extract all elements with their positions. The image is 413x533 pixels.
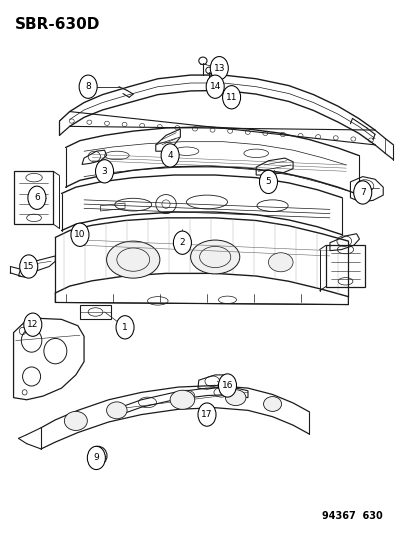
Ellipse shape [106, 241, 159, 278]
Circle shape [95, 160, 113, 183]
Circle shape [218, 374, 236, 397]
Text: 10: 10 [74, 230, 85, 239]
Circle shape [87, 446, 105, 470]
Circle shape [116, 316, 134, 339]
Text: SBR-630D: SBR-630D [14, 17, 100, 32]
Text: 1: 1 [122, 323, 128, 332]
Ellipse shape [268, 253, 292, 272]
Text: 12: 12 [27, 320, 38, 329]
Circle shape [71, 223, 89, 246]
Circle shape [259, 170, 277, 193]
Circle shape [353, 181, 371, 204]
Circle shape [28, 186, 46, 209]
Text: 4: 4 [167, 151, 173, 160]
Circle shape [222, 86, 240, 109]
Text: 6: 6 [34, 193, 40, 202]
Text: 3: 3 [102, 167, 107, 176]
Ellipse shape [225, 390, 245, 406]
Text: 2: 2 [179, 238, 185, 247]
Circle shape [206, 75, 224, 98]
Ellipse shape [106, 402, 127, 419]
Text: 8: 8 [85, 82, 91, 91]
Ellipse shape [263, 397, 281, 411]
Circle shape [197, 403, 216, 426]
Circle shape [161, 144, 179, 167]
Text: 15: 15 [23, 262, 34, 271]
Text: 94367  630: 94367 630 [321, 511, 382, 521]
Ellipse shape [170, 390, 194, 409]
Circle shape [24, 313, 42, 336]
Circle shape [173, 231, 191, 254]
Circle shape [79, 75, 97, 98]
Text: 13: 13 [213, 63, 225, 72]
Text: 5: 5 [265, 177, 271, 187]
Text: 7: 7 [359, 188, 365, 197]
Ellipse shape [190, 240, 239, 274]
Circle shape [20, 255, 38, 278]
Text: 17: 17 [201, 410, 212, 419]
Text: 9: 9 [93, 454, 99, 463]
Circle shape [210, 56, 228, 80]
Text: 16: 16 [221, 381, 233, 390]
Text: 14: 14 [209, 82, 221, 91]
Text: 11: 11 [225, 93, 237, 102]
Ellipse shape [64, 411, 87, 431]
